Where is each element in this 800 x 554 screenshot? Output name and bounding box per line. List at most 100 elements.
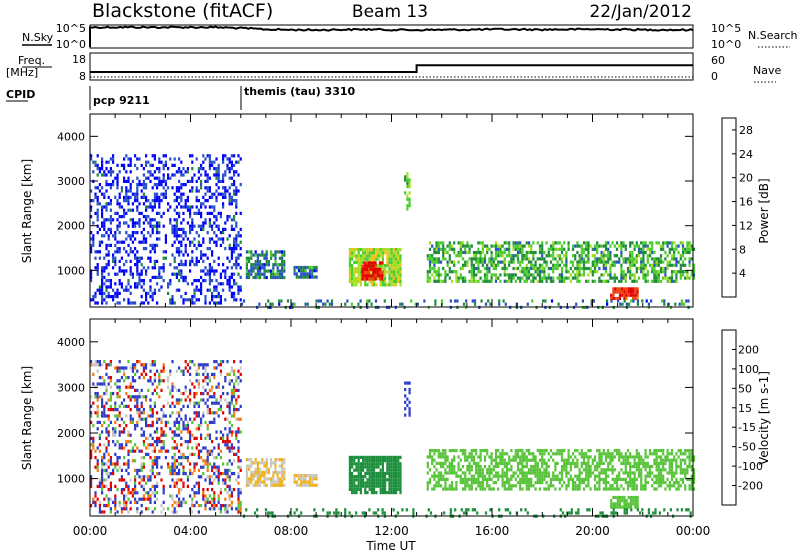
range-gate-cell [366,471,369,475]
range-gate-cell [525,270,528,274]
range-gate-cell [558,241,561,245]
range-gate-cell [439,260,443,264]
range-gate-cell [208,395,211,399]
range-gate-cell [444,461,447,465]
range-gate-cell [230,183,233,187]
range-gate-cell [373,455,376,459]
range-gate-cell [140,285,143,289]
range-gate-cell [399,273,402,277]
range-gate-cell [169,205,172,209]
range-gate-cell [158,272,161,276]
range-gate-cell [442,257,445,261]
range-gate-cell [120,417,123,421]
range-gate-cell [197,259,200,263]
range-gate-cell [92,243,95,247]
range-gate-cell [228,484,231,488]
range-gate-cell [116,176,119,180]
range-gate-cell [123,176,126,180]
range-gate-cell [178,279,181,283]
range-gate-cell [237,475,240,479]
range-gate-cell [293,272,296,276]
range-gate-cell [580,260,583,264]
range-gate-cell [607,273,610,277]
range-gate-cell [259,461,262,465]
range-gate-cell [390,484,393,488]
range-gate-cell [448,260,451,264]
range-gate-cell [481,484,484,488]
range-gate-cell [233,452,236,456]
range-gate-cell [147,475,150,479]
range-gate-cell [365,261,368,265]
range-gate-cell [169,298,172,302]
range-gate-cell [191,160,194,164]
colorbar-tick-label: 4 [739,267,746,280]
range-gate-cell [449,299,452,303]
range-gate-cell [276,266,279,270]
range-gate-cell [448,244,451,248]
range-gate-cell [208,408,211,412]
range-gate-cell [112,288,115,292]
range-gate-cell [390,465,393,469]
range-gate-cell [98,478,101,482]
range-gate-cell [538,244,542,248]
range-gate-cell [219,472,222,476]
range-gate-cell [637,250,641,255]
range-gate-cell [281,474,284,478]
range-gate-cell [103,452,106,456]
range-gate-cell [123,247,126,251]
range-gate-cell [302,269,305,273]
range-gate-cell [125,376,128,380]
range-gate-cell [497,474,500,478]
range-gate-cell [620,244,623,248]
range-gate-cell [120,510,123,514]
range-gate-cell [414,302,417,306]
range-gate-cell [600,260,603,264]
range-gate-cell [348,484,351,488]
range-gate-cell [145,446,148,450]
range-gate-cell [357,471,360,475]
range-gate-cell [624,244,627,248]
range-gate-cell [175,272,178,276]
range-gate-cell [256,253,259,257]
range-gate-cell [116,288,119,292]
range-gate-cell [120,478,123,482]
range-gate-cell [353,484,356,488]
range-gate-cell [162,269,165,273]
range-gate-cell [208,462,211,466]
range-gate-cell [197,366,200,370]
range-gate-cell [129,417,132,421]
range-gate-cell [466,244,469,248]
range-gate-cell [375,251,378,255]
range-gate-cell [105,414,108,418]
range-gate-cell [272,263,275,267]
range-gate-cell [647,302,650,306]
range-gate-cell [239,298,242,302]
range-gate-cell [217,382,220,386]
range-gate-cell [118,379,121,383]
range-gate-cell [202,202,205,206]
range-gate-cell [213,366,216,370]
range-gate-cell [384,283,387,287]
range-gate-cell [256,461,259,465]
range-gate-cell [208,376,211,380]
range-gate-cell [134,192,137,196]
range-gate-cell [153,446,156,450]
range-gate-cell [527,241,531,245]
range-gate-cell [348,267,351,271]
range-gate-cell [300,483,303,487]
range-gate-cell [217,500,220,504]
range-gate-cell [138,414,141,418]
range-gate-cell [523,455,526,459]
range-gate-cell [140,504,143,508]
range-gate-cell [311,269,314,273]
range-gate-cell [90,481,93,485]
range-gate-cell [519,250,522,255]
range-gate-cell [105,288,108,292]
range-gate-cell [348,462,351,466]
range-gate-cell [379,478,382,482]
range-gate-cell [178,272,181,276]
range-gate-cell [153,456,156,460]
range-gate-cell [123,272,126,276]
nave-label: Nave [753,64,781,77]
range-gate-cell [611,260,614,264]
